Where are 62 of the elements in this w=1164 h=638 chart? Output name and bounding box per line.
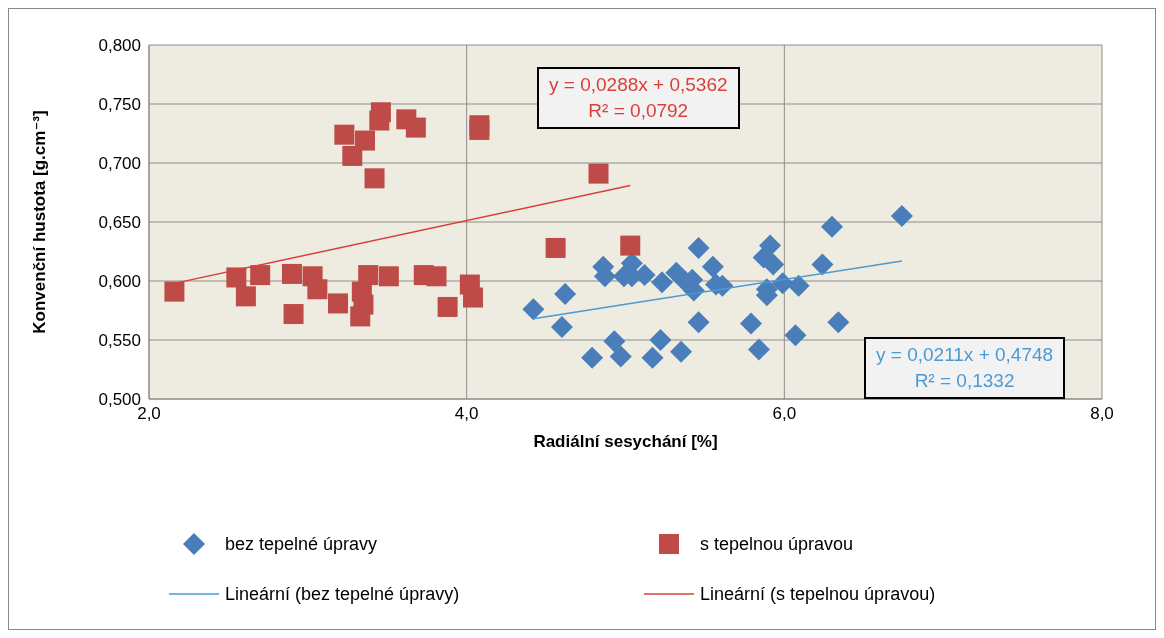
point	[701, 255, 724, 278]
point	[437, 296, 458, 317]
point	[609, 345, 632, 368]
point	[226, 267, 247, 288]
point	[350, 306, 371, 327]
point	[747, 338, 770, 361]
legend-label: bez tepelné úpravy	[225, 533, 378, 555]
point	[550, 316, 573, 339]
y-tick-label: 0,650	[98, 213, 141, 233]
point	[784, 324, 807, 347]
point	[651, 271, 674, 294]
point	[235, 286, 256, 307]
point	[827, 311, 850, 334]
point	[554, 282, 577, 305]
legend-label: Lineární (bez tepelné úpravy)	[225, 583, 460, 605]
point	[426, 266, 447, 287]
x-axis-title: Radiální sesychání [%]	[533, 432, 718, 451]
point	[328, 293, 349, 314]
y-tick-label: 0,550	[98, 331, 141, 351]
point	[522, 298, 545, 321]
point	[739, 312, 762, 335]
annotation: y = 0,0288x + 0,5362 R² = 0,0792	[537, 67, 740, 129]
point	[307, 279, 328, 300]
point	[581, 346, 604, 369]
point	[687, 311, 710, 334]
legend-label: Lineární (s tepelnou úpravou)	[700, 583, 936, 605]
point	[281, 263, 302, 284]
point	[588, 163, 609, 184]
y-tick-label: 0,600	[98, 272, 141, 292]
y-axis-title: Konvenční hustota [g.cm⁻³]	[30, 110, 50, 334]
point	[620, 235, 641, 256]
point	[364, 168, 385, 189]
x-tick-label: 4,0	[454, 404, 479, 424]
x-tick-label: 6,0	[772, 404, 797, 424]
annotation: y = 0,0211x + 0,4748 R² = 0,1332	[864, 337, 1066, 399]
point	[358, 265, 379, 286]
point	[250, 265, 271, 286]
point	[890, 205, 913, 228]
point	[811, 253, 834, 276]
y-tick-label: 0,800	[98, 36, 141, 56]
point	[820, 215, 843, 238]
y-tick-label: 0,750	[98, 95, 141, 115]
point	[334, 124, 355, 145]
point	[787, 274, 810, 297]
x-tick-label: 2,0	[137, 404, 161, 424]
point	[369, 110, 390, 131]
y-tick-label: 0,700	[98, 154, 141, 174]
point	[670, 340, 693, 363]
point	[687, 236, 710, 259]
point	[355, 130, 376, 151]
point	[545, 237, 566, 258]
point	[762, 253, 785, 276]
x-tick-label: 8,0	[1090, 404, 1114, 424]
point	[378, 266, 399, 287]
point	[463, 287, 484, 308]
point	[649, 329, 672, 351]
point	[641, 346, 664, 369]
point	[342, 145, 363, 166]
point	[164, 281, 185, 302]
point	[283, 304, 304, 325]
point	[603, 330, 626, 353]
legend-label: s tepelnou úpravou	[700, 533, 854, 555]
